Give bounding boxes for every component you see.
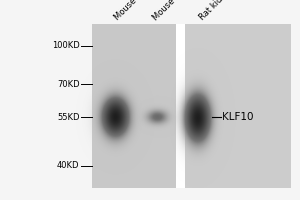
Bar	[184, 24, 291, 188]
Bar	[92, 24, 176, 188]
Text: 55KD: 55KD	[57, 112, 80, 121]
Text: Mouse skeletal muscle: Mouse skeletal muscle	[152, 0, 225, 22]
Text: Mouse kidney: Mouse kidney	[112, 0, 160, 22]
Text: 40KD: 40KD	[57, 162, 80, 170]
Text: 70KD: 70KD	[57, 80, 80, 88]
Text: 100KD: 100KD	[52, 42, 80, 50]
Text: Rat kidney: Rat kidney	[198, 0, 236, 22]
Bar	[176, 24, 184, 188]
Text: KLF10: KLF10	[222, 112, 254, 122]
